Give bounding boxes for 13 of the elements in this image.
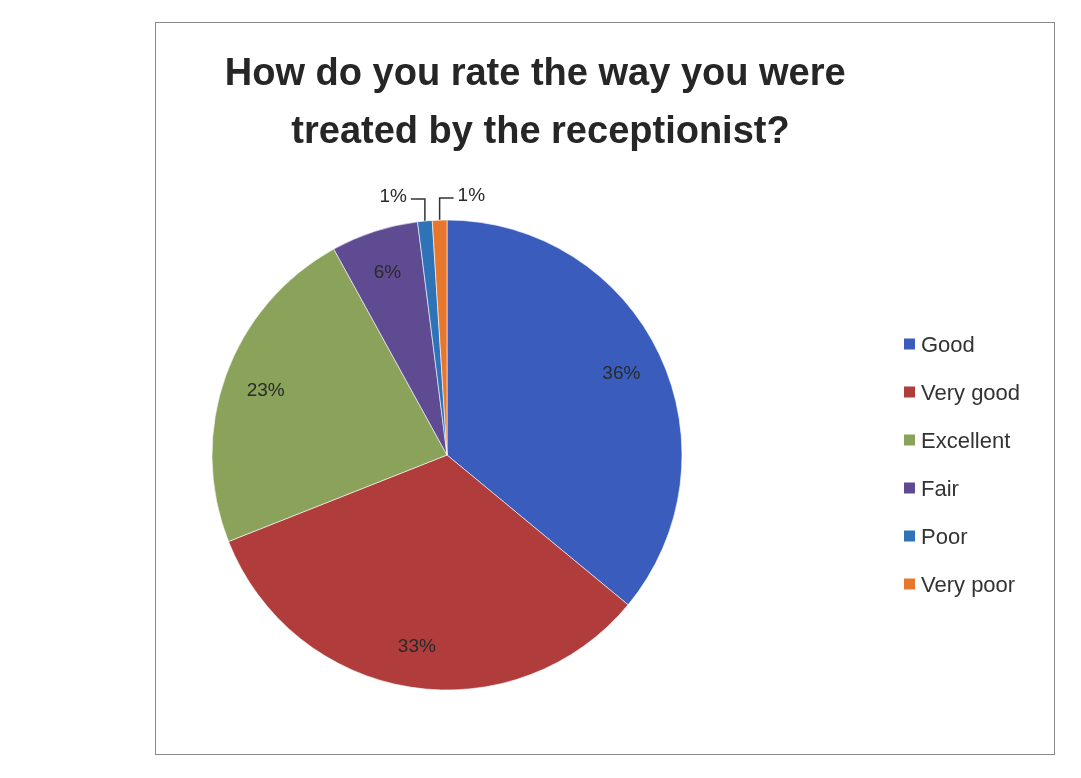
legend-label: Fair: [921, 475, 959, 501]
legend-label: Very good: [921, 379, 1021, 405]
data-label: 6%: [373, 261, 402, 283]
data-label: 1%: [379, 184, 407, 206]
data-label: 23%: [246, 379, 285, 401]
legend-label: Very poor: [921, 571, 1016, 597]
legend-label: Poor: [921, 523, 968, 549]
legend-label: Good: [921, 331, 975, 357]
data-label: 36%: [602, 362, 641, 384]
legend-label: Excellent: [921, 427, 1011, 453]
data-label: 1%: [457, 183, 486, 205]
chart-title: How do you rate the way you were treated by the receptionist?: [224, 51, 857, 151]
data-label: 33%: [397, 634, 436, 656]
